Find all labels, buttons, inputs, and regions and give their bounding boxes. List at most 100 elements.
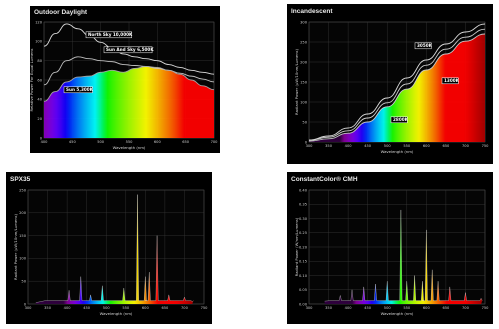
y-tick-label: 0.15 (299, 260, 307, 264)
series-line (35, 194, 194, 303)
y-tick-label: 0.05 (299, 288, 307, 292)
plot-area (27, 189, 205, 305)
y-tick-label: 150 (300, 80, 308, 84)
chart-spx35: SPX35 300 350 400 450 500 550 600 650 700 750 0 50 10… (10, 176, 208, 316)
x-tick-label: 700 (211, 140, 219, 144)
spectrum-area (44, 66, 214, 138)
y-axis-label: Relative Power For Equal Lumens (30, 48, 34, 111)
x-tick-label: 600 (154, 140, 162, 144)
x-tick-label: 600 (142, 306, 150, 310)
series-label-box (63, 86, 93, 94)
y-tick-label: 80 (37, 59, 42, 63)
x-tick-label: 750 (482, 306, 490, 310)
series-line (309, 23, 485, 141)
series-label-box (414, 42, 432, 50)
y-tick-label: 0.30 (299, 217, 308, 221)
x-axis-label: Wavelength (nm) (381, 149, 414, 154)
chart-panel-spx35: SPX35 300 350 400 450 500 550 600 650 700 750 0 50 10… (6, 172, 212, 324)
y-tick-label: 100 (300, 100, 308, 104)
y-tick-label: 0.35 (299, 203, 307, 207)
series-group (309, 23, 485, 142)
x-tick-label: 500 (384, 144, 392, 148)
series-label: 1300K (444, 78, 460, 83)
y-tick-label: 300 (300, 20, 308, 24)
y-tick-label: 200 (300, 60, 308, 64)
y-axis-label: Radiant Power (µW/10nm/Lumens) (13, 214, 18, 280)
series-line (44, 23, 214, 75)
x-tick-label: 750 (482, 144, 490, 148)
series-label: Sun And Sky 6,500K (106, 47, 154, 52)
y-tick-label: 150 (19, 234, 27, 238)
y-tick-label: 200 (19, 211, 27, 215)
y-tick-label: 100 (19, 257, 27, 261)
x-tick-label: 500 (103, 306, 111, 310)
x-tick-label: 650 (442, 144, 450, 148)
x-tick-label: 350 (44, 306, 52, 310)
series-label: 2800K (393, 117, 409, 122)
y-tick-label: 0 (24, 302, 27, 306)
x-tick-label: 350 (325, 144, 333, 148)
x-tick-label: 700 (181, 306, 189, 310)
y-tick-label: 0 (40, 136, 43, 140)
spectrum-area (309, 34, 485, 142)
series-label-box (85, 31, 132, 39)
x-tick-label: 550 (403, 306, 411, 310)
x-tick-label: 300 (306, 306, 314, 310)
y-tick-label: 0.20 (299, 245, 308, 249)
x-tick-label: 550 (126, 140, 134, 144)
x-tick-label: 550 (403, 144, 411, 148)
x-tick-label: 450 (364, 306, 372, 310)
series-line (44, 66, 214, 102)
y-tick-label: 0.00 (299, 302, 308, 306)
series-line (309, 28, 485, 141)
y-tick-label: 50 (302, 120, 307, 124)
y-tick-label: 120 (35, 20, 43, 24)
chart-title: Outdoor Daylight (34, 9, 88, 16)
series-label: Sun 5,300K (66, 87, 94, 92)
x-tick-label: 700 (462, 144, 470, 148)
x-tick-label: 400 (345, 306, 353, 310)
chart-title: SPX35 (10, 176, 31, 183)
chart-panel-outdoor-daylight: Outdoor Daylight 400 450 500 550 600 650 700 0 20… (30, 6, 220, 153)
chart-outdoor-daylight: Outdoor Daylight 400 450 500 550 600 650 700 0 20… (30, 9, 219, 150)
chart-title: ConstantColor® CMH (291, 175, 358, 183)
x-tick-label: 600 (423, 144, 431, 148)
x-tick-label: 450 (83, 306, 91, 310)
y-tick-label: 20 (37, 117, 42, 121)
y-tick-label: 250 (19, 188, 27, 192)
y-tick-label: 0.40 (299, 188, 308, 192)
y-tick-label: 0.25 (299, 231, 307, 235)
y-axis-label: Radiant Power (µW/10nm/Lumens) (294, 49, 299, 115)
y-tick-label: 0.10 (299, 274, 308, 278)
y-tick-label: 50 (21, 280, 26, 284)
y-tick-label: 250 (300, 40, 308, 44)
x-tick-label: 350 (325, 306, 333, 310)
x-tick-label: 400 (345, 144, 353, 148)
series-group (44, 23, 214, 138)
x-tick-label: 500 (384, 306, 392, 310)
x-tick-label: 700 (462, 306, 470, 310)
series-line (324, 209, 483, 302)
y-tick-label: 60 (37, 78, 42, 82)
x-tick-label: 300 (25, 306, 33, 310)
x-tick-label: 600 (423, 306, 431, 310)
series-group (324, 209, 483, 304)
series-label: North Sky 10,000K (88, 32, 133, 37)
y-tick-label: 100 (35, 40, 43, 44)
x-tick-label: 650 (182, 140, 190, 144)
x-tick-label: 550 (122, 306, 130, 310)
x-tick-label: 300 (306, 144, 314, 148)
chart-title: Incandescent (291, 8, 333, 15)
x-axis-label: Wavelength (nm) (100, 311, 133, 316)
series-line (309, 33, 485, 142)
x-tick-label: 400 (41, 140, 49, 144)
series-label: 3050K (417, 43, 433, 48)
series-label-box (441, 77, 459, 85)
x-tick-label: 400 (64, 306, 72, 310)
series-group (35, 194, 194, 304)
y-tick-label: 40 (37, 98, 42, 102)
x-tick-label: 650 (161, 306, 169, 310)
x-axis-label: Wavelength (nm) (381, 311, 414, 316)
chart-constantcolor-cmh: ConstantColor® CMH 300 350 400 450 500 550 600 6… (291, 175, 490, 316)
x-tick-label: 450 (364, 144, 372, 148)
